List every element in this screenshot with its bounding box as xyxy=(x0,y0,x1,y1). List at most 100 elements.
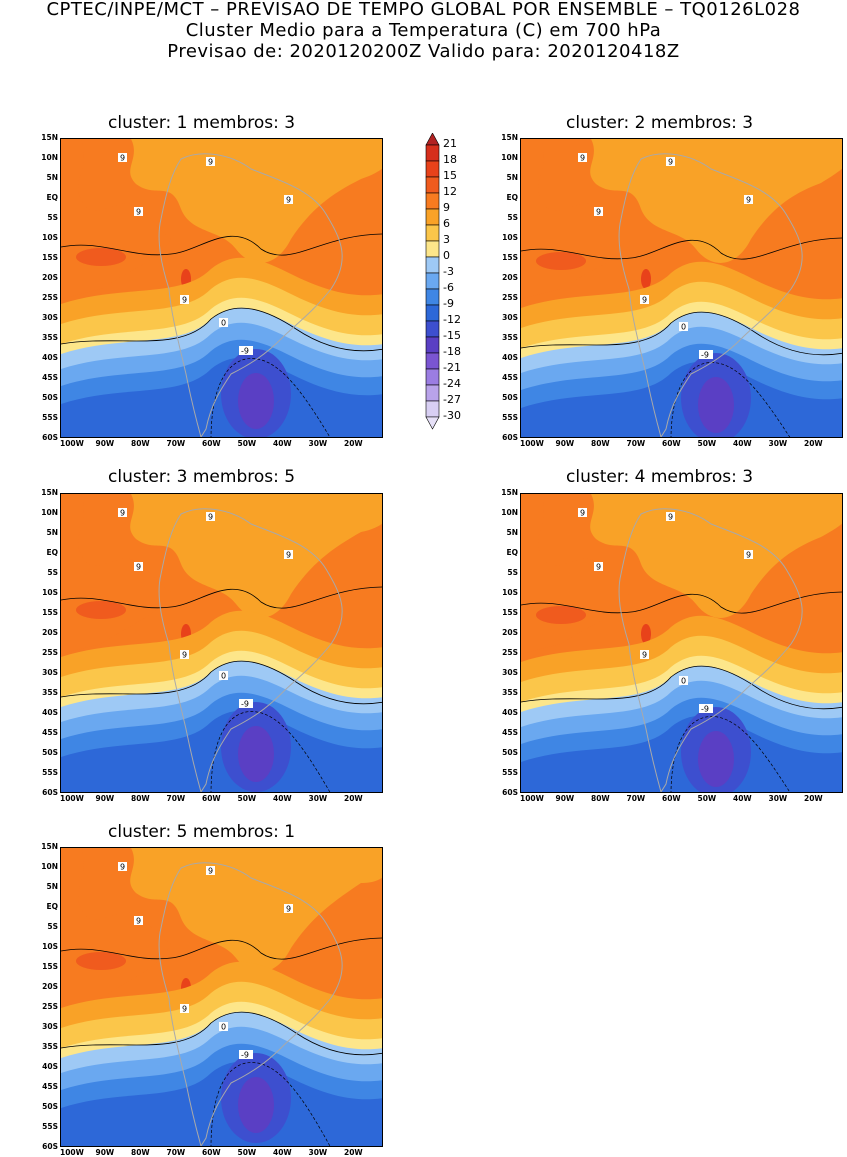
latitude-label: 15N xyxy=(41,133,58,142)
latitude-label: 20S xyxy=(42,628,58,637)
latitude-label: 35S xyxy=(42,688,58,697)
longitude-label: 100W xyxy=(520,794,544,803)
longitude-label: 30W xyxy=(308,1148,328,1157)
coastline-south-america xyxy=(618,508,803,792)
contour-label-0: 0 xyxy=(679,322,688,332)
contour-label-9: 9 xyxy=(180,1004,189,1014)
latitude-label: 55S xyxy=(42,768,58,777)
svg-text:0: 0 xyxy=(681,677,686,686)
contour-label-9: 9 xyxy=(594,207,603,217)
longitude-label: 80W xyxy=(591,439,610,448)
legend-swatch xyxy=(425,144,440,162)
latitude-label: 20S xyxy=(502,273,518,282)
longitude-label: 20W xyxy=(344,1148,363,1157)
longitude-label: 30W xyxy=(768,794,788,803)
svg-text:-9: -9 xyxy=(701,351,709,360)
longitude-label: 80W xyxy=(131,794,150,803)
latitude-label: 10N xyxy=(41,508,58,517)
contour-label-9: 9 xyxy=(180,295,189,305)
latitude-label: 25S xyxy=(42,1002,58,1011)
latitude-label: 15S xyxy=(42,608,58,617)
legend-label: 6 xyxy=(443,217,450,230)
longitude-label: 50W xyxy=(237,439,257,448)
legend-label: 9 xyxy=(443,201,450,214)
legend-label: -30 xyxy=(443,409,461,422)
contour-label-9: 9 xyxy=(134,207,143,217)
longitude-label: 60W xyxy=(202,794,221,803)
latitude-label: 15S xyxy=(42,253,58,262)
color-legend: 21 18 15 12 9 6 3 0 -3 -6 -9 -12 -15 -18 -21 -24 -27 -30 xyxy=(424,132,484,443)
latitude-label: 45S xyxy=(42,728,58,737)
contour-label-9: 9 xyxy=(640,295,649,305)
legend-swatch xyxy=(425,256,440,274)
latitude-label: 50S xyxy=(42,1102,58,1111)
longitude-label: 30W xyxy=(308,794,328,803)
contour-0 xyxy=(521,665,842,710)
latitude-label: 60S xyxy=(502,788,518,797)
cold-core-inner xyxy=(238,726,274,782)
latitude-label: 60S xyxy=(42,788,58,797)
latitude-label: 5N xyxy=(46,882,59,891)
contour-0 xyxy=(61,660,382,705)
contour-label-9: 9 xyxy=(640,650,649,660)
latitude-label: 15S xyxy=(502,608,518,617)
longitude-label: 100W xyxy=(60,1148,84,1157)
legend-label: 3 xyxy=(443,233,450,246)
cold-core-inner xyxy=(238,373,274,429)
latitude-label: 5N xyxy=(46,173,59,182)
legend-swatch xyxy=(425,304,440,322)
panel-title: cluster: 3 membros: 5 xyxy=(108,467,296,487)
legend-label: -15 xyxy=(443,329,461,342)
legend-label: -21 xyxy=(443,361,461,374)
latitude-label: 5S xyxy=(507,568,518,577)
latitude-label: 5S xyxy=(47,213,58,222)
panel-title: cluster: 4 membros: 3 xyxy=(566,467,754,487)
svg-text:9: 9 xyxy=(182,651,187,660)
band-12-15 xyxy=(536,252,586,270)
coastline-south-america xyxy=(158,508,343,792)
svg-text:0: 0 xyxy=(221,319,226,328)
contour-minus-9 xyxy=(210,1062,331,1146)
latitude-label: 15N xyxy=(41,488,58,497)
contour-9 xyxy=(61,233,382,256)
svg-text:9: 9 xyxy=(208,158,213,167)
longitude-label: 60W xyxy=(202,1148,221,1157)
longitude-label: 60W xyxy=(202,439,221,448)
contour-9 xyxy=(521,591,842,614)
band-12-15 xyxy=(536,606,586,624)
svg-text:9: 9 xyxy=(668,158,673,167)
contour-label-9: 9 xyxy=(206,512,215,522)
contour-label-9: 9 xyxy=(134,916,143,926)
temperature-map: 9 9 9 9 9 0 -9 xyxy=(60,138,383,438)
svg-text:9: 9 xyxy=(642,651,647,660)
legend-colorbar: 21 18 15 12 9 6 3 0 -3 -6 -9 -12 -15 -18 -21 -24 -27 -30 xyxy=(425,132,461,430)
legend-label: 12 xyxy=(443,185,457,198)
latitude-label: 10S xyxy=(42,942,58,951)
svg-text:9: 9 xyxy=(182,296,187,305)
contour-label-9: 9 xyxy=(180,650,189,660)
svg-text:0: 0 xyxy=(681,323,686,332)
latitude-label: 5N xyxy=(506,528,519,537)
latitude-label: 30S xyxy=(42,1022,58,1031)
contour-label-0: 0 xyxy=(219,671,228,681)
temperature-map: 9 9 9 9 9 0 -9 xyxy=(520,138,843,438)
longitude-label: 90W xyxy=(555,794,575,803)
band-15-18 xyxy=(641,624,651,644)
legend-swatch xyxy=(425,336,440,354)
band-6-9-north xyxy=(61,848,382,972)
longitude-label: 60W xyxy=(662,439,681,448)
latitude-label: EQ xyxy=(506,548,519,557)
contour-label-9: 9 xyxy=(284,904,293,914)
svg-text:9: 9 xyxy=(208,513,213,522)
latitude-label: 20S xyxy=(502,628,518,637)
longitude-label: 80W xyxy=(131,439,150,448)
latitude-label: 10N xyxy=(41,862,58,871)
legend-bottom-arrow xyxy=(425,416,440,430)
longitude-label: 80W xyxy=(131,1148,150,1157)
cold-core-inner xyxy=(238,1077,274,1133)
longitude-label: 20W xyxy=(344,794,363,803)
svg-text:-9: -9 xyxy=(241,1051,249,1060)
latitude-label: 30S xyxy=(502,668,518,677)
latitude-label: 10S xyxy=(502,233,518,242)
contour-label-minus-9: -9 xyxy=(239,346,253,356)
